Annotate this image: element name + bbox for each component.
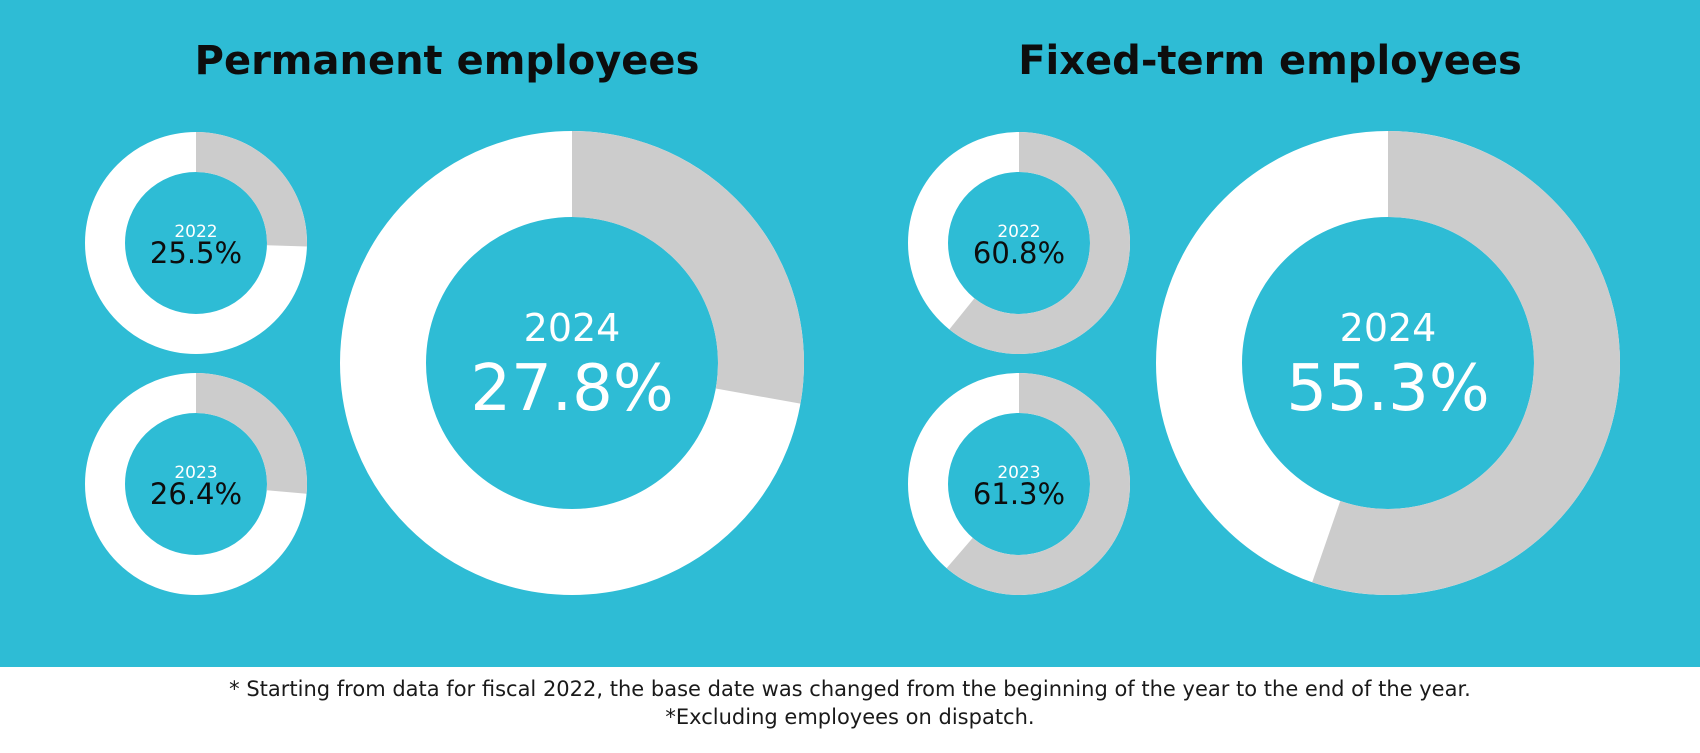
permanent-employees-2022-value-label: 25.5%	[150, 236, 242, 270]
permanent-employees-2024-share-slice	[572, 131, 805, 404]
footnote-base-date: * Starting from data for fiscal 2022, th…	[229, 677, 1471, 701]
permanent-employees-2023-value-label: 26.4%	[150, 477, 242, 511]
fixed-term-employees-2024-share-slice	[1312, 131, 1620, 595]
fixed-term-employees-2022-share-slice	[949, 132, 1130, 354]
permanent-employees-2022-share-slice	[196, 132, 307, 247]
donut-charts: 202225.5%202326.4%202427.8%202260.8%2023…	[85, 131, 1620, 595]
permanent-employees-2023-share-slice	[196, 373, 307, 494]
fixed-term-employees-2024-value-label: 55.3%	[1286, 352, 1489, 426]
fixed-term-employees-2022-value-label: 60.8%	[973, 236, 1065, 270]
fixed-term-employees-2023-value-label: 61.3%	[973, 477, 1065, 511]
permanent-employees-2022-year-label: 2022	[174, 222, 217, 242]
fixed-term-employees-title: Fixed-term employees	[1018, 38, 1522, 84]
permanent-employees-title: Permanent employees	[194, 38, 700, 84]
permanent-employees-2023-year-label: 2023	[174, 463, 217, 483]
permanent-employees-2024-value-label: 27.8%	[470, 352, 673, 426]
footnote-dispatch: *Excluding employees on dispatch.	[665, 705, 1035, 729]
fixed-term-employees-2022-year-label: 2022	[997, 222, 1040, 242]
fixed-term-employees-2023-year-label: 2023	[997, 463, 1040, 483]
permanent-employees-2024-year-label: 2024	[524, 306, 621, 350]
footnotes: * Starting from data for fiscal 2022, th…	[0, 675, 1700, 731]
fixed-term-employees-2023-share-slice	[946, 373, 1131, 595]
fixed-term-employees-2024-year-label: 2024	[1340, 306, 1437, 350]
